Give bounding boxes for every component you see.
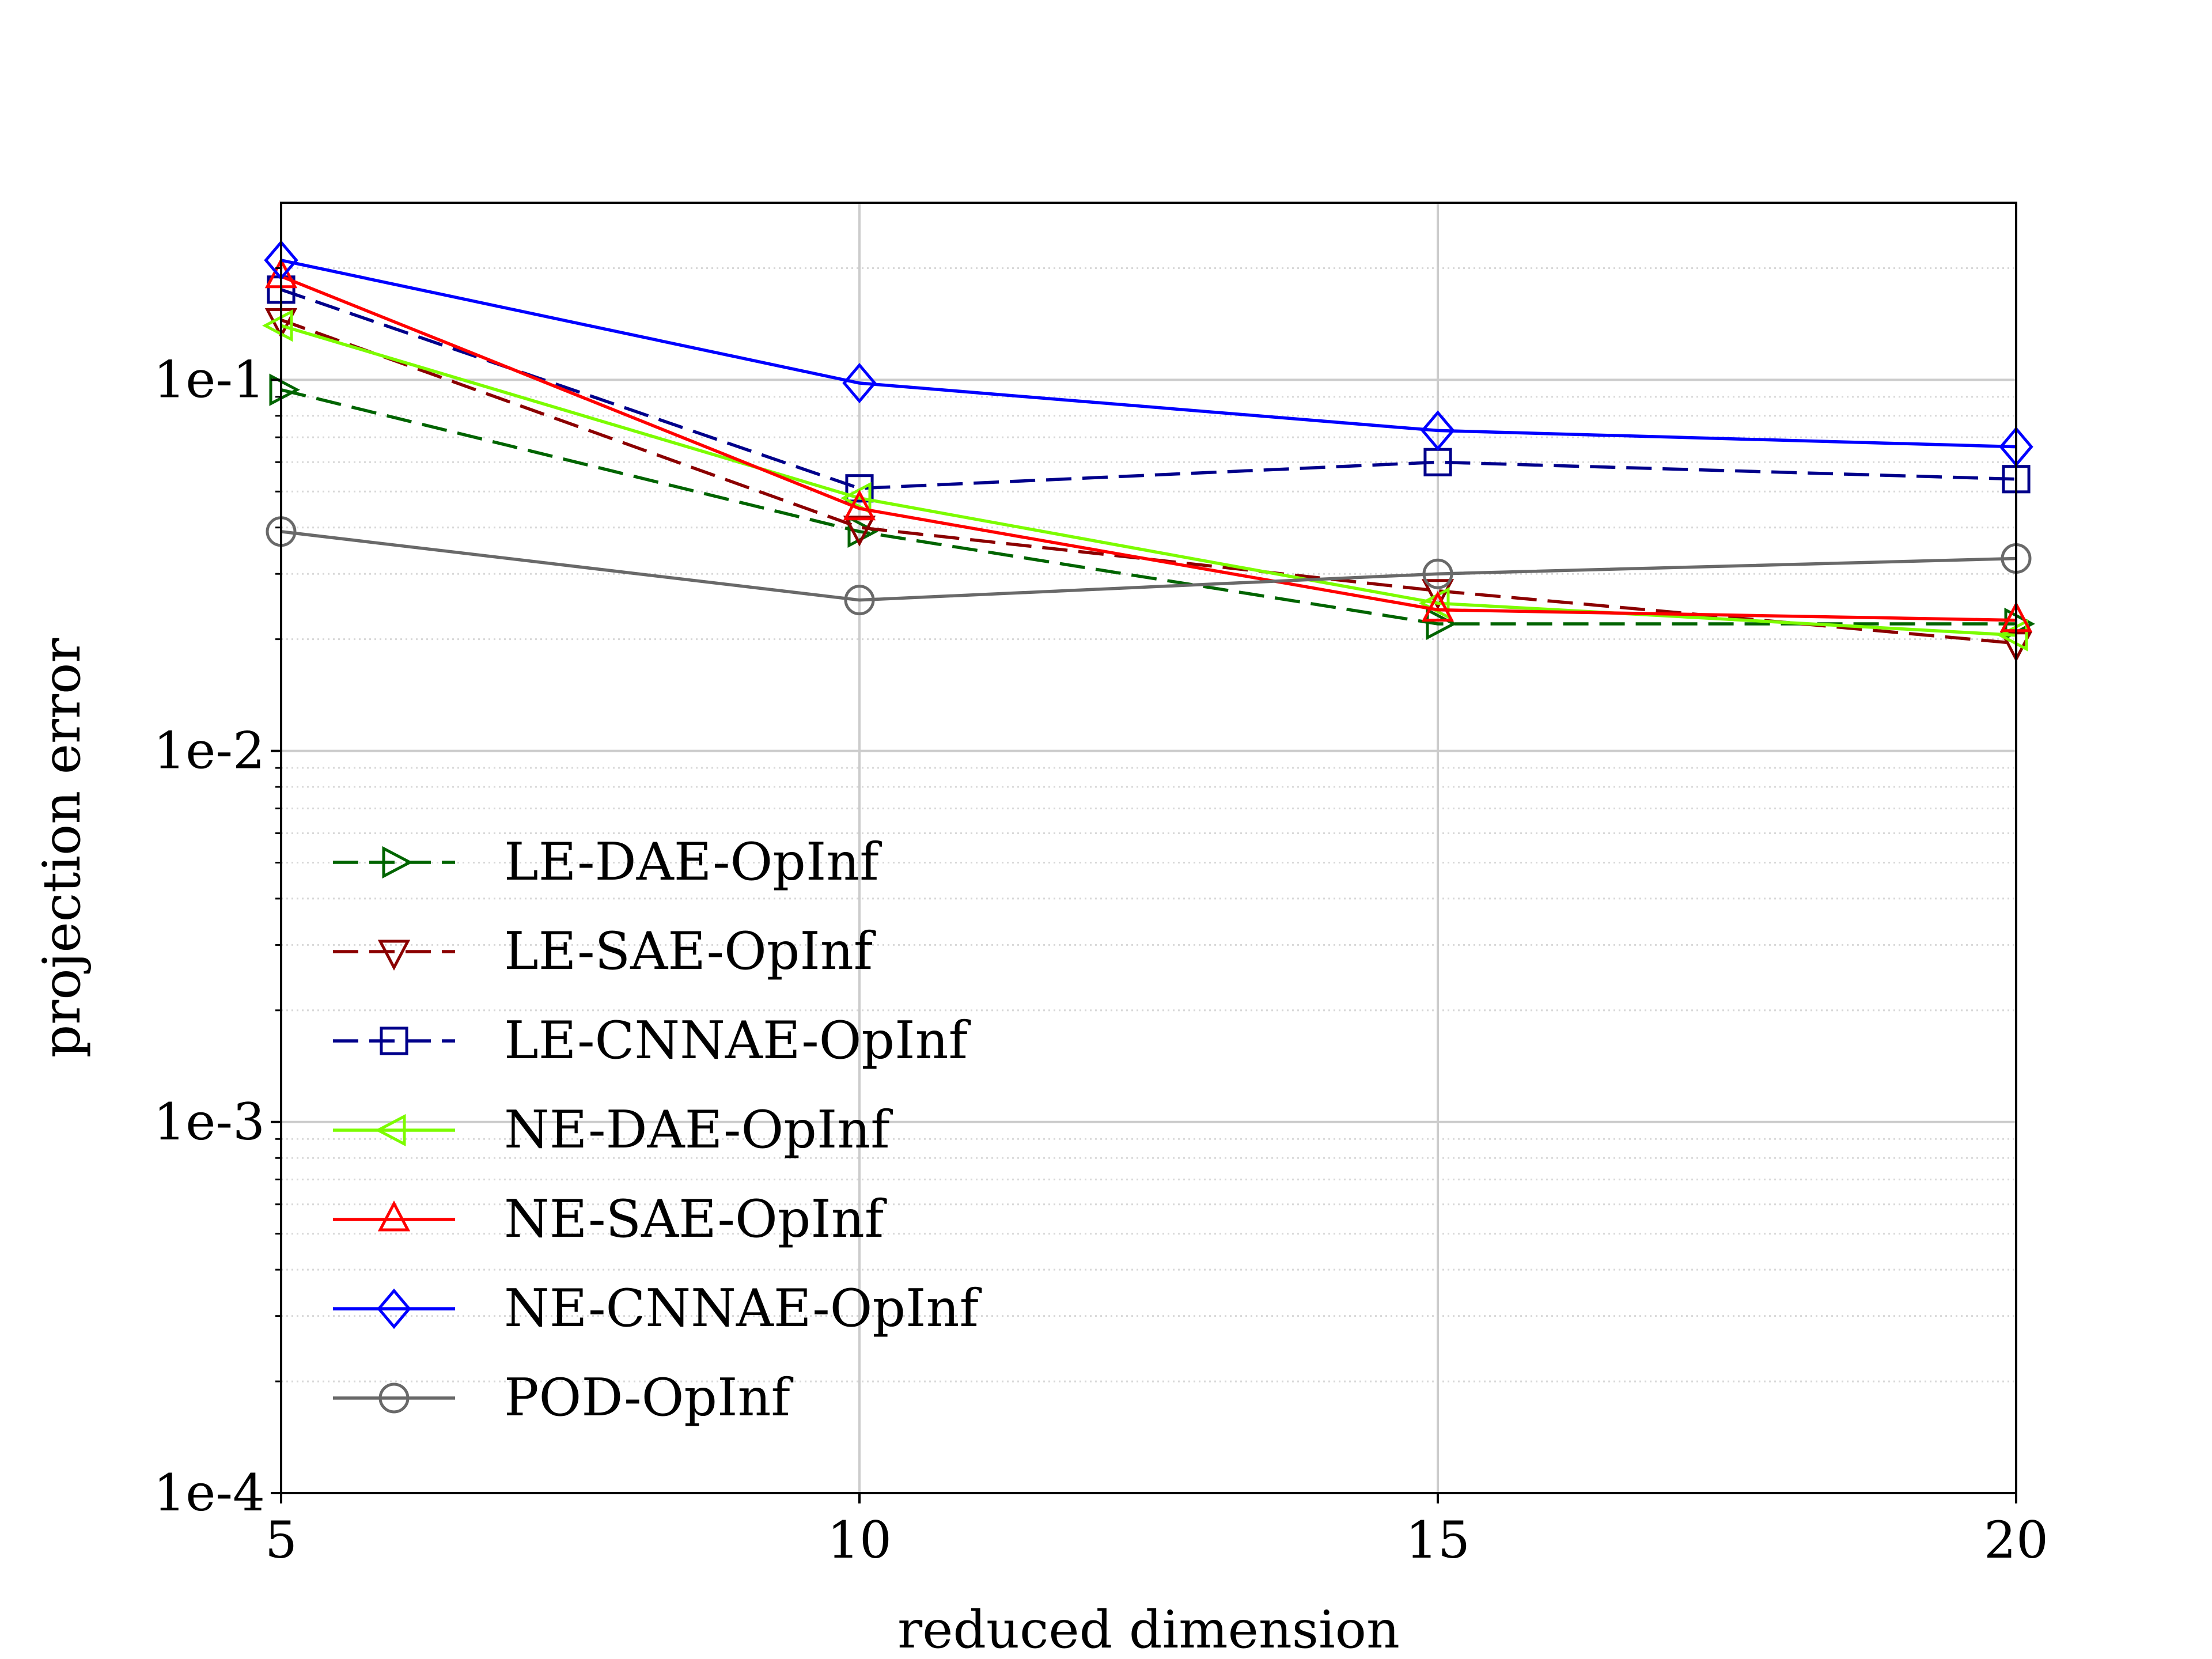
series-NE-DAE-OpInf <box>262 309 2028 652</box>
series-line <box>280 275 2017 622</box>
series-NE-CNNAE-OpInf <box>264 240 2033 467</box>
legend-item: NE-DAE-OpInf <box>333 1100 893 1160</box>
legend-label: LE-DAE-OpInf <box>504 832 882 892</box>
series-line <box>281 318 2017 645</box>
x-axis-label: reduced dimension <box>897 1600 1400 1659</box>
legend-marker <box>382 846 413 879</box>
legend-marker <box>377 940 411 971</box>
legend-label: NE-SAE-OpInf <box>504 1189 887 1249</box>
data-point <box>269 373 300 406</box>
data-point <box>843 516 876 547</box>
data-point <box>1422 558 1453 589</box>
legend: LE-DAE-OpInf LE-SAE-OpInf LE-CNNAE-OpInf NE… <box>333 832 982 1428</box>
plot-area <box>262 240 2035 662</box>
series-line <box>281 288 2017 490</box>
data-point <box>1426 607 1457 641</box>
y-tick-label: 1e-4 <box>153 1463 265 1522</box>
data-point <box>844 585 875 616</box>
y-tick-label: 1e-1 <box>153 350 265 409</box>
legend-label: POD-OpInf <box>504 1368 793 1428</box>
data-point <box>842 362 877 404</box>
y-tick-label: 1e-2 <box>153 721 265 781</box>
legend-marker <box>377 1288 411 1330</box>
legend-marker <box>375 1113 406 1147</box>
y-tick-label: 1e-3 <box>153 1092 265 1152</box>
legend-marker <box>378 1382 410 1414</box>
y-axis-label: projection error <box>32 638 92 1058</box>
series-POD-OpInf <box>266 516 2032 616</box>
data-point <box>845 474 874 503</box>
legend-label: LE-CNNAE-OpInf <box>504 1010 971 1071</box>
legend-item: LE-SAE-OpInf <box>333 921 876 982</box>
data-point <box>840 482 872 514</box>
series-NE-SAE-OpInf <box>264 257 2033 632</box>
data-point <box>262 309 293 342</box>
legend-marker <box>380 1027 408 1055</box>
axis-ticks: 1e-4 1e-3 1e-2 1e-1 5 10 15 20 <box>153 267 2048 1570</box>
legend-item: LE-DAE-OpInf <box>333 832 882 892</box>
data-point <box>1421 590 1455 622</box>
legend-item: NE-CNNAE-OpInf <box>333 1278 982 1339</box>
legend-item: NE-SAE-OpInf <box>333 1189 887 1249</box>
data-point <box>1421 410 1455 451</box>
x-tick-label: 5 <box>265 1510 297 1570</box>
data-point <box>843 489 876 521</box>
x-tick-label: 15 <box>1406 1510 1470 1570</box>
legend-label: NE-CNNAE-OpInf <box>504 1278 982 1339</box>
legend-item: POD-OpInf <box>333 1368 793 1428</box>
series-line <box>281 324 2017 637</box>
legend-label: LE-SAE-OpInf <box>504 921 876 982</box>
legend-label: NE-DAE-OpInf <box>504 1100 893 1160</box>
data-point <box>1997 619 2028 652</box>
axes-frame <box>280 202 2017 1494</box>
legend-item: LE-CNNAE-OpInf <box>333 1010 971 1071</box>
x-tick-label: 10 <box>827 1510 892 1570</box>
series-LE-SAE-OpInf <box>264 308 2033 662</box>
legend-marker <box>377 1200 411 1232</box>
series-line <box>281 388 2016 626</box>
x-tick-label: 20 <box>1984 1510 2048 1570</box>
series-LE-CNNAE-OpInf <box>267 275 2031 503</box>
data-point <box>1421 579 1455 610</box>
series-line <box>281 530 2017 602</box>
series-line <box>281 259 2017 449</box>
series-LE-DAE-OpInf <box>269 373 2035 641</box>
